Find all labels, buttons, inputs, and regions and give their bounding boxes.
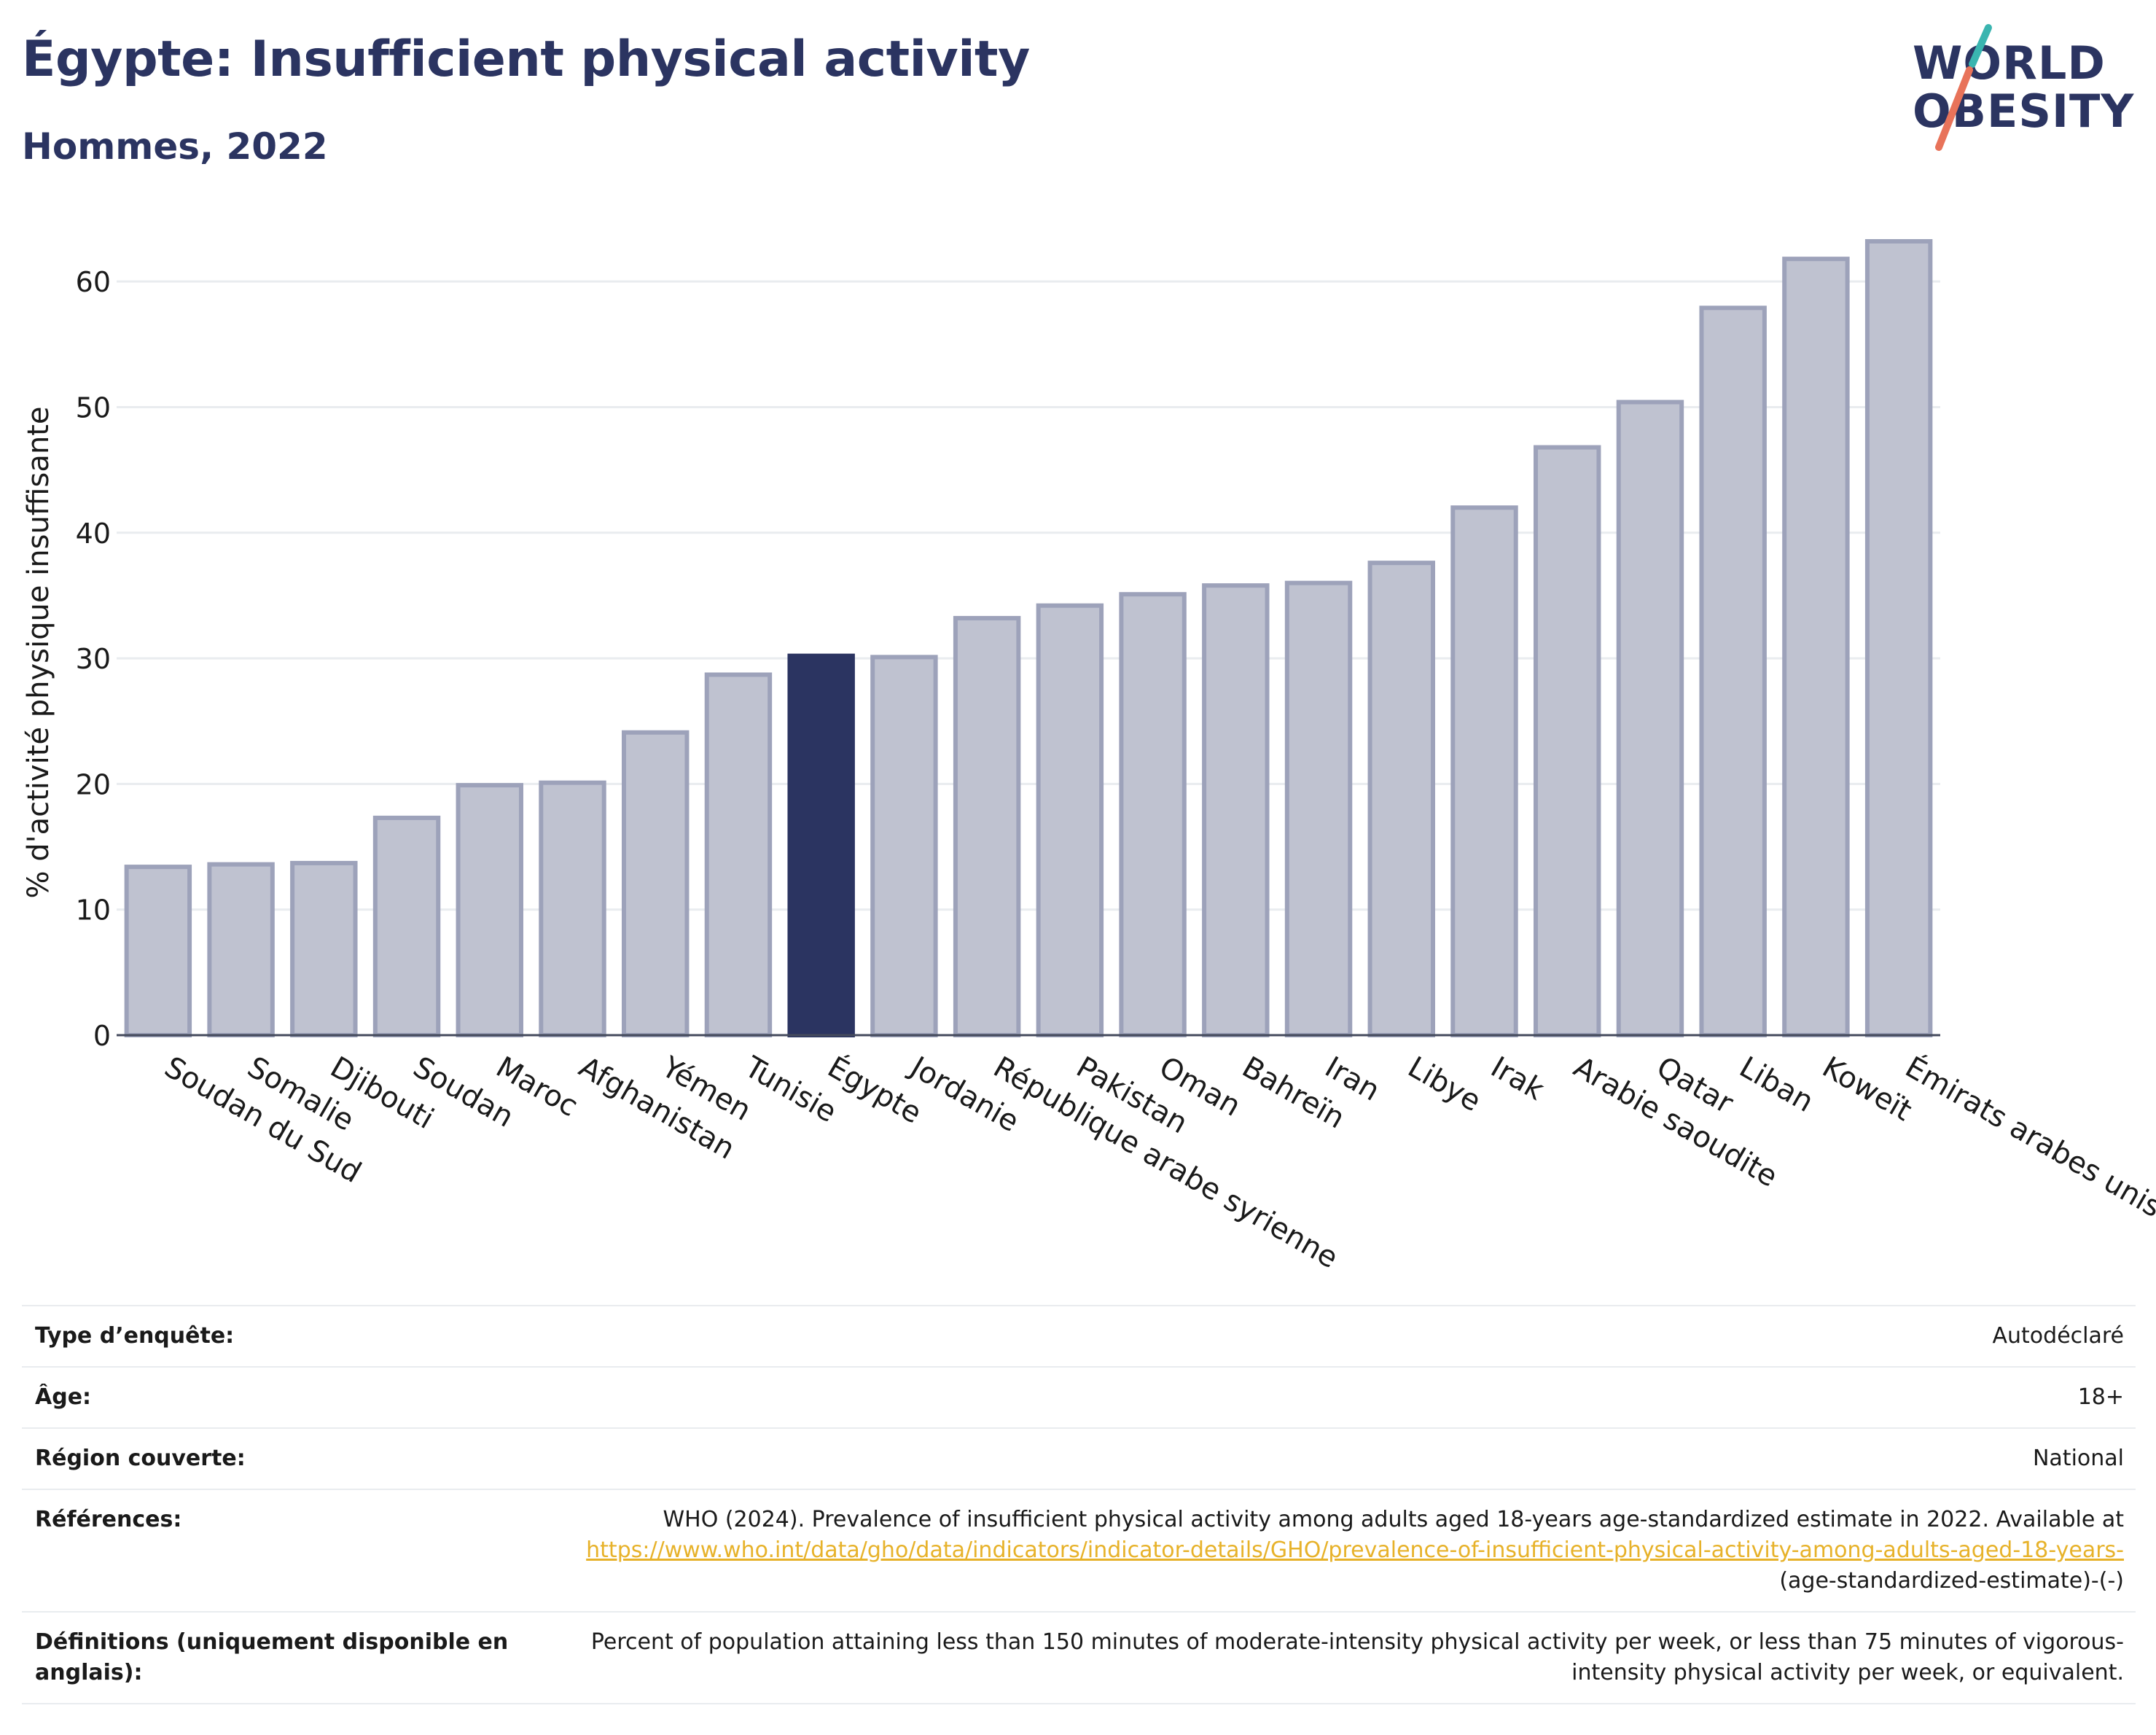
bar bbox=[372, 815, 441, 1038]
info-row-age: Âge: 18+ bbox=[22, 1366, 2136, 1429]
bar bbox=[1284, 580, 1353, 1037]
bar bbox=[1450, 505, 1518, 1037]
y-axis-ticks: 0 10 20 30 40 50 60 bbox=[76, 266, 111, 1052]
x-tick-label: Égypte bbox=[822, 1049, 928, 1131]
y-axis-label: % d'activité physique insuffisante bbox=[22, 407, 55, 899]
logo-word-world: WORLD bbox=[1913, 36, 2106, 90]
bar bbox=[1367, 561, 1435, 1037]
bar bbox=[207, 862, 275, 1038]
age-label: Âge: bbox=[22, 1366, 545, 1429]
y-tick-label: 0 bbox=[93, 1020, 111, 1052]
definitions-value: Percent of population attaining less tha… bbox=[545, 1611, 2136, 1704]
bar bbox=[1036, 603, 1104, 1037]
bar-chart: 0 10 20 30 40 50 60 Soudan du SudSomalieDjibou… bbox=[22, 239, 2156, 1275]
y-tick-label: 40 bbox=[76, 518, 111, 550]
bar bbox=[1119, 592, 1187, 1037]
bar bbox=[124, 865, 192, 1037]
y-tick-label: 60 bbox=[76, 266, 111, 298]
info-row-region: Région couverte: National bbox=[22, 1427, 2136, 1490]
x-tick-label: Libye bbox=[1402, 1050, 1487, 1118]
references-value: WHO (2024). Prevalence of insufficient p… bbox=[545, 1489, 2136, 1613]
bar bbox=[1699, 305, 1767, 1038]
x-tick-label: Liban bbox=[1734, 1050, 1819, 1119]
bar bbox=[1782, 257, 1850, 1038]
bar bbox=[1534, 445, 1601, 1038]
definitions-label: Définitions (uniquement disponible en an… bbox=[22, 1611, 545, 1704]
bar bbox=[1616, 399, 1684, 1038]
survey-type-value: Autodéclaré bbox=[545, 1305, 2136, 1368]
bar bbox=[1864, 239, 1933, 1037]
bar bbox=[290, 860, 358, 1038]
bar bbox=[870, 655, 938, 1037]
references-text: WHO (2024). Prevalence of insufficient p… bbox=[663, 1507, 2124, 1532]
bar bbox=[622, 730, 690, 1037]
bar-highlighted bbox=[787, 653, 855, 1037]
world-obesity-logo: WORLD OBESITY bbox=[1902, 19, 2143, 157]
chart-bars bbox=[124, 239, 1933, 1038]
logo-slash-icon bbox=[1935, 24, 1992, 151]
references-link[interactable]: https://www.who.int/data/gho/data/indica… bbox=[586, 1537, 2124, 1563]
bar bbox=[704, 672, 773, 1037]
x-tick-label: Émirats arabes unis bbox=[1899, 1049, 2156, 1224]
x-tick-label: Irak bbox=[1485, 1050, 1550, 1107]
region-label: Région couverte: bbox=[22, 1427, 545, 1490]
chart-title: Égypte: Insufficient physical activity bbox=[22, 31, 1030, 88]
bar bbox=[953, 615, 1021, 1037]
info-row-definitions: Définitions (uniquement disponible en an… bbox=[22, 1611, 2136, 1704]
y-tick-label: 50 bbox=[76, 391, 111, 424]
x-tick-label: Tunisie bbox=[738, 1050, 842, 1129]
y-tick-label: 10 bbox=[76, 894, 111, 927]
age-value: 18+ bbox=[545, 1366, 2136, 1429]
x-axis-ticks: Soudan du SudSomalieDjiboutiSoudanMarocA… bbox=[159, 1049, 2156, 1275]
region-value: National bbox=[545, 1427, 2136, 1490]
bar bbox=[1202, 583, 1270, 1037]
survey-type-label: Type d’enquête: bbox=[22, 1305, 545, 1368]
bar bbox=[456, 783, 523, 1037]
info-row-survey-type: Type d’enquête: Autodéclaré bbox=[22, 1305, 2136, 1368]
y-tick-label: 30 bbox=[76, 643, 111, 675]
info-row-references: Références: WHO (2024). Prevalence of in… bbox=[22, 1489, 2136, 1613]
references-suffix: (age-standardized-estimate)-(-) bbox=[1779, 1568, 2124, 1594]
info-table: Type d’enquête: Autodéclaré Âge: 18+ Rég… bbox=[22, 1305, 2136, 1704]
chart-subtitle: Hommes, 2022 bbox=[22, 125, 328, 168]
x-tick-label: Koweït bbox=[1816, 1050, 1917, 1128]
bar bbox=[539, 780, 606, 1038]
references-label: Références: bbox=[22, 1489, 545, 1613]
y-tick-label: 20 bbox=[76, 768, 111, 800]
